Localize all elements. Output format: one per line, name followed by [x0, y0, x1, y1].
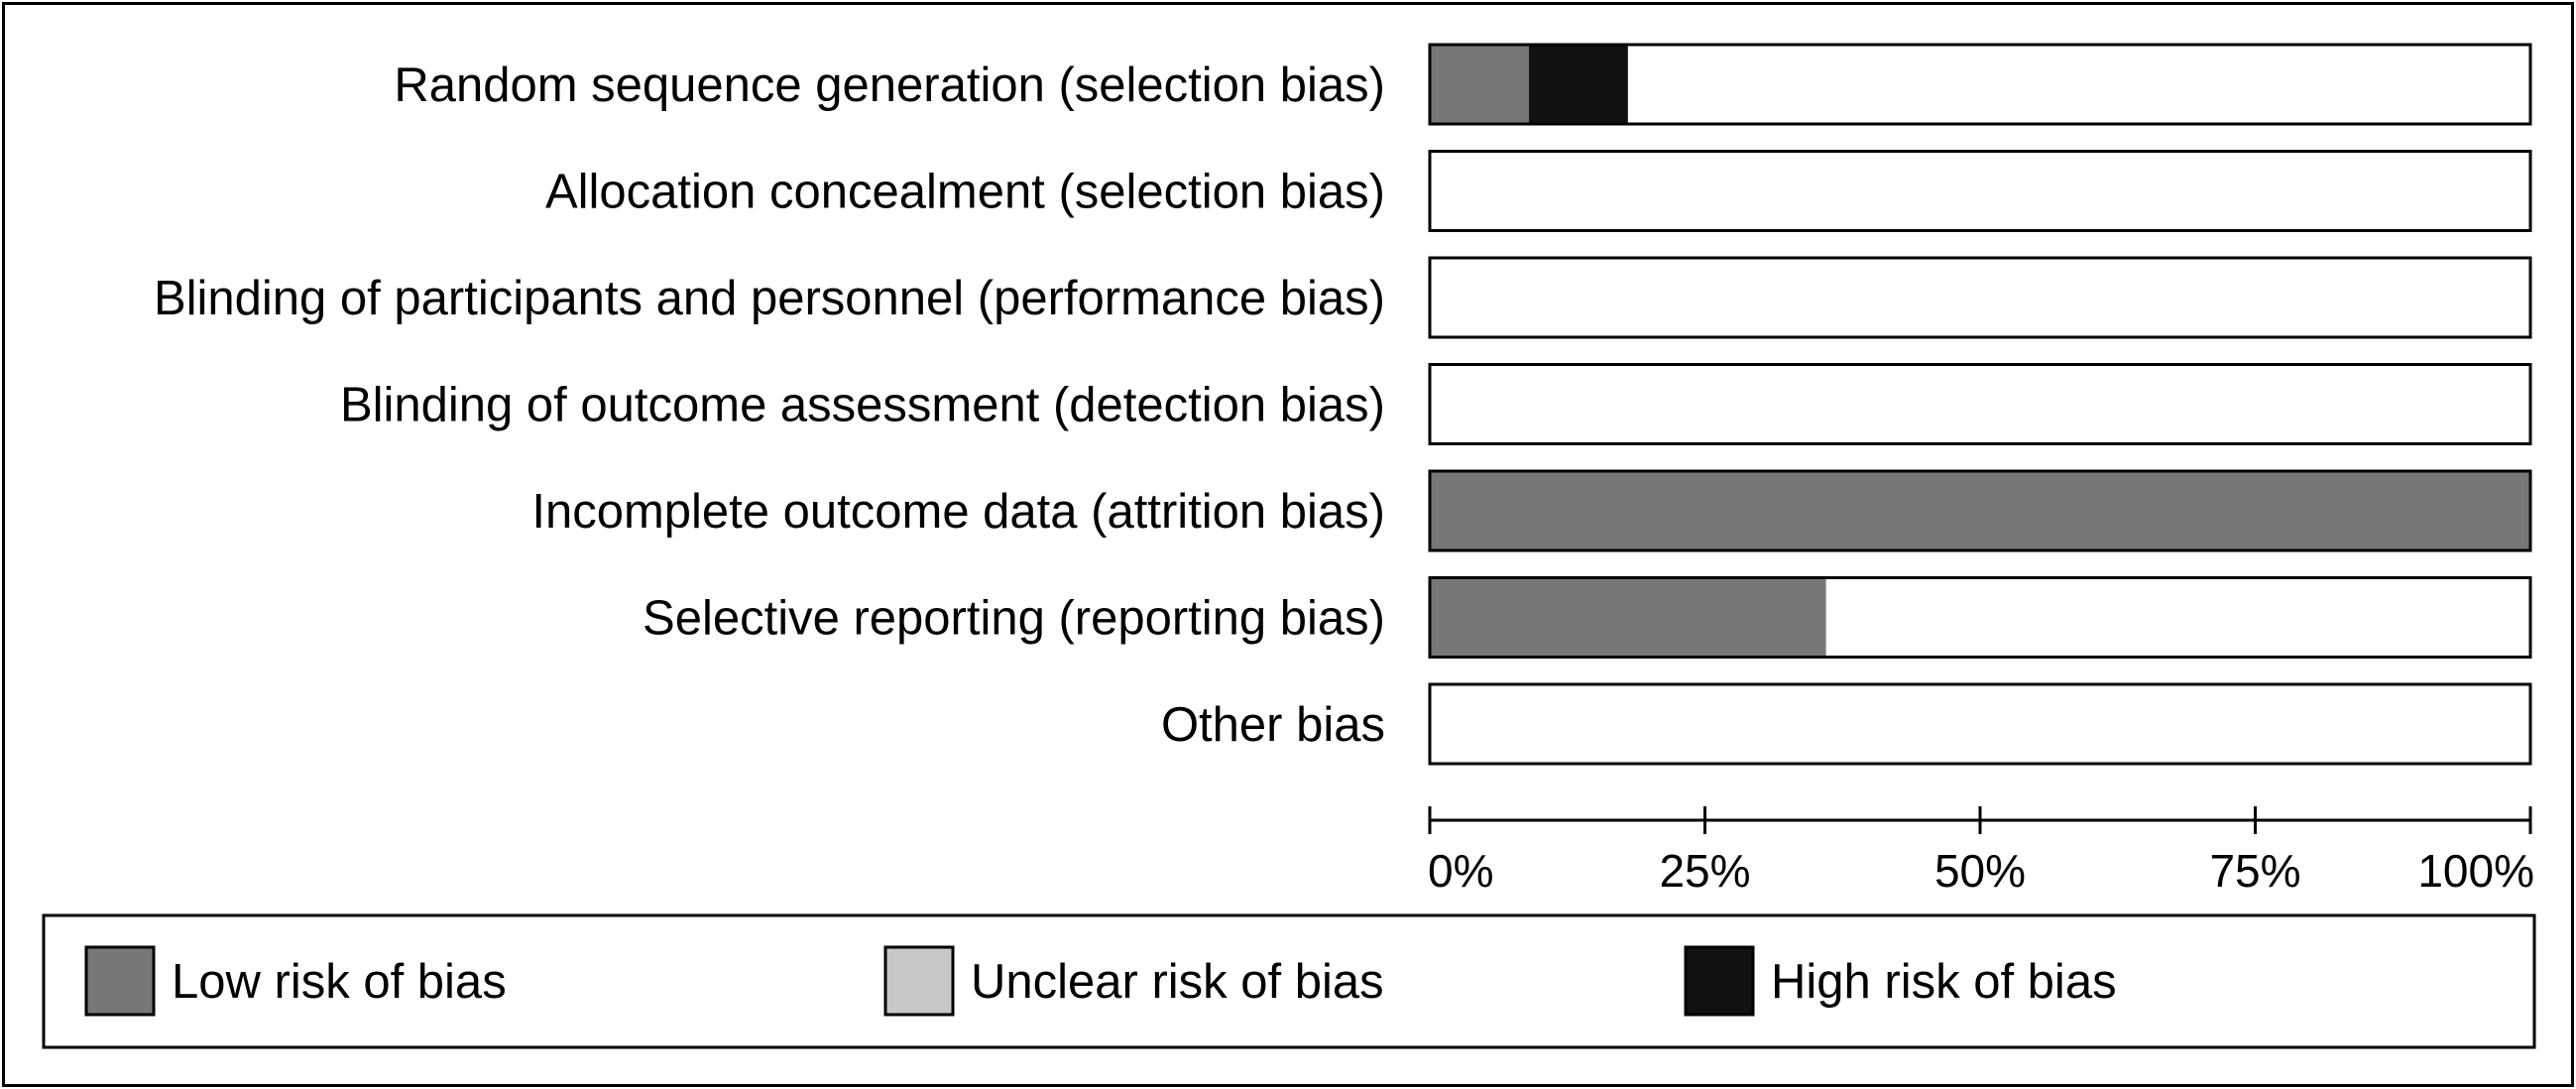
category-label-random-sequence-generation-selection-bias: Random sequence generation (selection bi… — [394, 59, 1385, 112]
category-label-selective-reporting-reporting-bias: Selective reporting (reporting bias) — [643, 592, 1385, 646]
bar-outline-blinding-of-participants-and-personnel-performance-bias — [1428, 256, 2532, 339]
x-axis: 0% 25% 50% 75% 100% — [1428, 806, 2534, 897]
legend-label-unclear-risk-of-bias: Unclear risk of bias — [971, 955, 1384, 1009]
bar-segment-low-risk-of-bias-random-sequence-generation-selection-bias — [1430, 45, 1529, 124]
x-tick-label-1: 25% — [1659, 845, 1750, 897]
bar-outline-selective-reporting-reporting-bias — [1428, 576, 2532, 659]
category-label-other-bias: Other bias — [1161, 698, 1385, 752]
bars — [1428, 43, 2532, 766]
bar-outline-random-sequence-generation-selection-bias — [1428, 43, 2532, 126]
legend: Low risk of bias Unclear risk of bias High… — [42, 913, 2536, 1049]
legend-swatch-unclear-risk-of-bias — [883, 945, 955, 1017]
bar-outline-other-bias — [1428, 682, 2532, 766]
bar-segment-high-risk-of-bias-random-sequence-generation-selection-bias — [1528, 45, 1628, 124]
bar-outline-incomplete-outcome-data-attrition-bias — [1428, 469, 2532, 552]
category-label-allocation-concealment-selection-bias: Allocation concealment (selection bias) — [545, 166, 1385, 219]
legend-swatch-high-risk-of-bias — [1684, 945, 1755, 1017]
x-tick-label-2: 50% — [1934, 845, 2026, 897]
category-labels: Random sequence generation (selection bi… — [154, 59, 1385, 752]
x-tick-label-0: 0% — [1428, 845, 1493, 897]
x-tick-label-3: 75% — [2209, 845, 2300, 897]
x-tick-label-4: 100% — [2417, 845, 2534, 897]
category-label-blinding-of-outcome-assessment-detection-bias: Blinding of outcome assessment (detectio… — [340, 379, 1385, 432]
legend-label-high-risk-of-bias: High risk of bias — [1771, 955, 2117, 1009]
bar-outline-allocation-concealment-selection-bias — [1428, 150, 2532, 232]
category-label-incomplete-outcome-data-attrition-bias: Incomplete outcome data (attrition bias) — [531, 485, 1385, 539]
bar-segment-low-risk-of-bias-incomplete-outcome-data-attrition-bias — [1430, 471, 2530, 550]
category-label-blinding-of-participants-and-personnel-performance-bias: Blinding of participants and personnel (… — [154, 272, 1385, 325]
legend-box — [42, 913, 2536, 1049]
legend-swatch-low-risk-of-bias — [84, 945, 156, 1017]
bar-outline-blinding-of-outcome-assessment-detection-bias — [1428, 363, 2532, 445]
legend-label-low-risk-of-bias: Low risk of bias — [172, 955, 507, 1009]
bar-segment-low-risk-of-bias-selective-reporting-reporting-bias — [1430, 577, 1826, 658]
